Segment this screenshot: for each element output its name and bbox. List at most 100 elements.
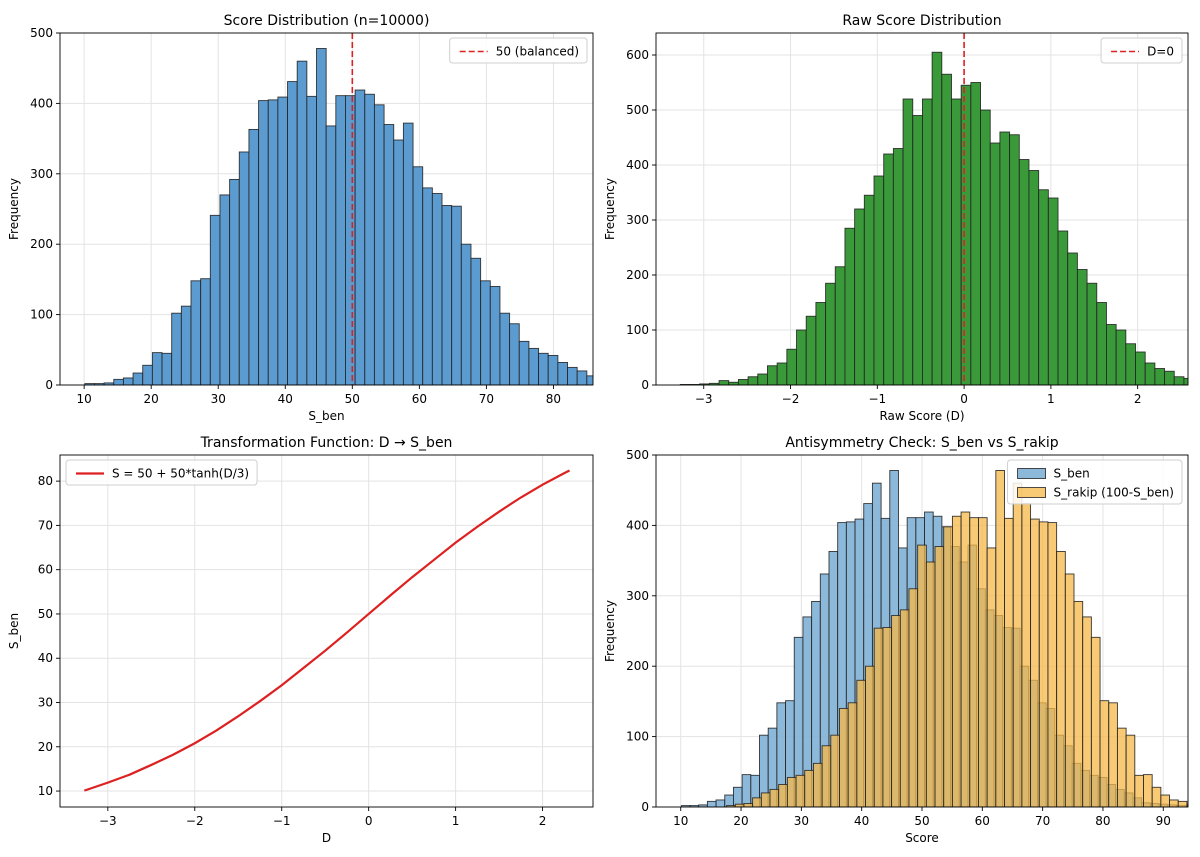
histogram-bar xyxy=(1056,550,1066,807)
histogram-bar xyxy=(470,257,482,385)
histogram-bar xyxy=(767,365,778,385)
histogram-bar xyxy=(1143,774,1153,807)
histogram-bar xyxy=(970,82,981,385)
histogram-bar xyxy=(1115,329,1127,385)
x-tick-label: 1 xyxy=(452,814,460,828)
histogram-bar xyxy=(834,266,846,385)
histogram-bar xyxy=(1028,170,1040,385)
histogram-bar xyxy=(219,194,231,385)
histogram-bar xyxy=(1004,517,1014,807)
legend-label: D=0 xyxy=(1147,45,1174,59)
y-tick-label: 100 xyxy=(30,308,53,322)
histogram-bar xyxy=(151,352,163,385)
y-tick-label: 10 xyxy=(38,784,53,798)
series-line xyxy=(83,469,571,792)
y-tick-label: 0 xyxy=(45,378,53,392)
x-axis-label: D xyxy=(322,831,331,845)
histogram-bar xyxy=(821,745,832,807)
histogram-bar xyxy=(161,352,173,385)
x-tick-label: 30 xyxy=(211,392,226,406)
histogram-bar xyxy=(402,122,414,385)
histogram-bar xyxy=(316,48,327,385)
histogram-bar xyxy=(951,98,962,385)
y-axis-label: Frequency xyxy=(603,600,617,662)
legend-key-patch xyxy=(1017,468,1046,479)
histogram-bar xyxy=(706,800,717,807)
legend-label: S_ben xyxy=(1054,467,1090,481)
x-tick-label: 30 xyxy=(794,814,809,828)
legend-key-patch xyxy=(1017,487,1046,498)
y-tick-label: 300 xyxy=(626,589,649,603)
histogram-bar xyxy=(741,774,752,807)
histogram-bar xyxy=(441,205,453,385)
histogram-bar xyxy=(412,166,424,385)
histogram-bar xyxy=(978,517,988,807)
histogram-bar xyxy=(625,383,635,385)
histogram-bar xyxy=(1038,189,1049,385)
histogram-bar xyxy=(873,627,884,807)
histogram-bar xyxy=(715,799,726,807)
legend-label: S = 50 + 50*tanh(D/3) xyxy=(112,467,249,481)
plot-area xyxy=(84,33,635,385)
chart-title: Score Distribution (n=10000) xyxy=(224,13,430,29)
histogram-bar xyxy=(509,323,520,385)
histogram-bar xyxy=(460,243,472,385)
histogram-bar xyxy=(854,208,865,385)
x-tick-label: 90 xyxy=(1156,814,1171,828)
x-tick-label: −3 xyxy=(695,392,713,406)
x-tick-label: 0 xyxy=(365,814,373,828)
histogram-bar xyxy=(306,95,317,385)
histogram-bar xyxy=(1108,702,1118,807)
histogram-bar xyxy=(1082,616,1092,807)
legend-box xyxy=(65,459,258,486)
y-tick-label: 500 xyxy=(626,448,649,462)
histogram-bar xyxy=(345,95,356,385)
histogram-bar xyxy=(190,280,202,385)
y-tick-label: 400 xyxy=(626,158,649,172)
histogram-bar xyxy=(931,51,943,385)
histogram-bar xyxy=(786,348,797,385)
y-tick-label: 40 xyxy=(38,651,53,665)
y-tick-label: 500 xyxy=(626,103,649,117)
y-tick-label: 200 xyxy=(30,237,53,251)
histogram-bar xyxy=(921,98,933,385)
legend-label: S_rakip (100-S_ben) xyxy=(1054,486,1174,500)
histogram-bar xyxy=(1038,521,1049,807)
histogram-bar xyxy=(229,178,240,385)
histogram-bar xyxy=(528,347,540,385)
y-tick-label: 0 xyxy=(641,800,649,814)
histogram-bar xyxy=(1047,197,1059,385)
y-tick-label: 100 xyxy=(626,730,649,744)
legend-box xyxy=(449,37,588,64)
histogram-bar xyxy=(1125,734,1136,807)
histogram-bar xyxy=(1057,230,1069,385)
x-tick-label: 60 xyxy=(412,392,427,406)
histogram-bar xyxy=(113,378,124,385)
y-tick-label: 300 xyxy=(30,167,53,181)
histogram-bar xyxy=(1194,806,1200,807)
histogram-bar xyxy=(856,679,866,807)
histogram-bar xyxy=(1018,159,1030,385)
histogram-bar xyxy=(373,104,385,385)
chart-title: Raw Score Distribution xyxy=(842,13,1001,29)
histogram-bar xyxy=(873,175,885,385)
histogram-bar xyxy=(557,362,568,385)
histogram-bar xyxy=(989,142,1001,385)
histogram-bar xyxy=(1090,636,1101,807)
histogram-bar xyxy=(999,131,1011,385)
histogram-bar xyxy=(795,774,806,807)
x-tick-label: 20 xyxy=(733,814,748,828)
histogram-bar xyxy=(1125,343,1136,385)
histogram-bar xyxy=(180,305,192,385)
legend: D=0 xyxy=(1100,37,1183,64)
histogram-bar xyxy=(865,665,875,807)
histogram-bar xyxy=(171,312,182,385)
histogram-bar xyxy=(132,372,144,385)
histogram-bar xyxy=(1106,324,1117,385)
histogram-bar xyxy=(863,194,875,385)
histogram-bar xyxy=(951,515,962,807)
histogram-bar xyxy=(718,380,730,385)
axes-frame xyxy=(59,454,594,808)
histogram-bar xyxy=(1164,370,1175,385)
histogram-bar xyxy=(737,379,749,385)
